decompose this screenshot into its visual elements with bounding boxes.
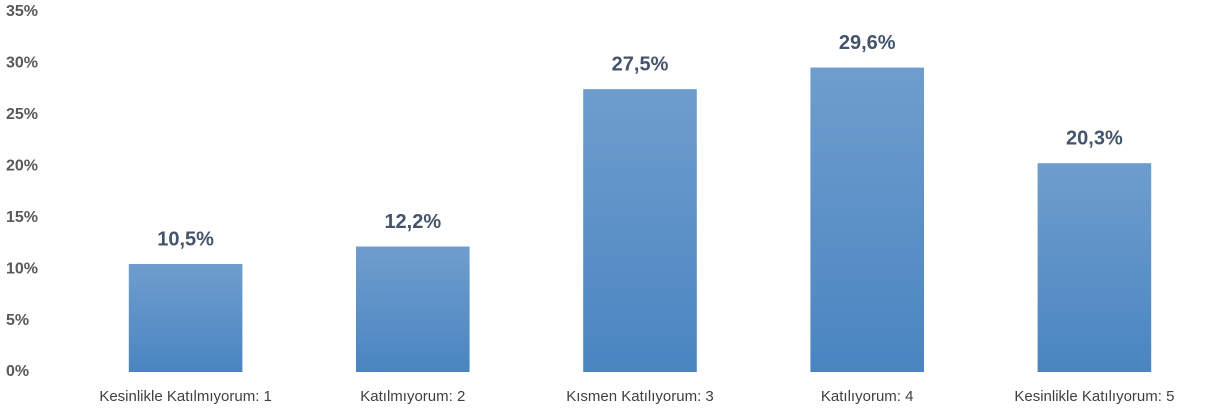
y-tick-label: 15% bbox=[6, 209, 38, 226]
y-tick-label: 20% bbox=[6, 158, 38, 175]
value-label: 27,5% bbox=[612, 53, 669, 75]
x-tick-label: Kısmen Katılıyorum: 3 bbox=[566, 388, 714, 405]
value-label: 20,3% bbox=[1066, 127, 1123, 149]
value-label: 12,2% bbox=[384, 211, 441, 233]
y-tick-label: 0% bbox=[6, 363, 29, 380]
x-tick-label: Katılıyorum: 4 bbox=[821, 388, 914, 405]
y-tick-label: 35% bbox=[6, 3, 38, 20]
y-tick-label: 25% bbox=[6, 106, 38, 123]
value-label: 29,6% bbox=[839, 32, 896, 54]
bar bbox=[1037, 163, 1152, 372]
x-tick-label: Kesinlikle Katılmıyorum: 1 bbox=[99, 388, 272, 405]
bar bbox=[810, 67, 924, 373]
x-tick-label: Kesinlikle Katılıyorum: 5 bbox=[1014, 388, 1174, 405]
y-tick-label: 30% bbox=[6, 55, 38, 72]
x-tick-label: Katılmıyorum: 2 bbox=[360, 388, 465, 405]
bar bbox=[356, 246, 470, 372]
y-tick-label: 5% bbox=[6, 312, 29, 329]
bar bbox=[128, 264, 243, 372]
value-label: 10,5% bbox=[157, 228, 214, 250]
y-tick-label: 10% bbox=[6, 260, 38, 277]
bar bbox=[583, 89, 697, 373]
